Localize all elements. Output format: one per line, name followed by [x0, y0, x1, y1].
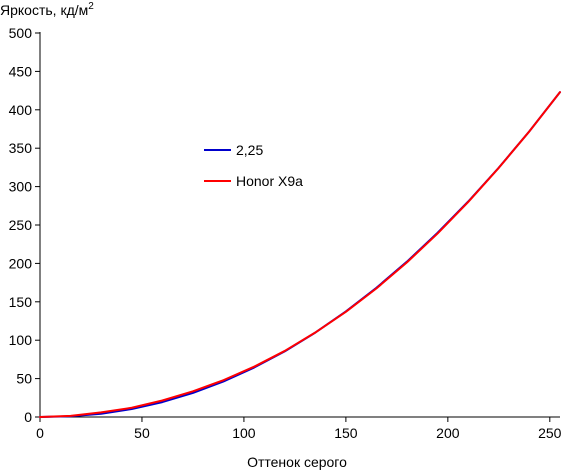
y-axis-title: Яркость, кд/м2: [0, 1, 94, 18]
series-line-1: [39, 91, 561, 418]
series-layer: [39, 91, 561, 418]
y-tick-label: 300: [9, 179, 33, 195]
x-tick-label: 100: [232, 425, 256, 441]
y-tick-label: 100: [9, 332, 33, 348]
y-tick-label: 350: [9, 140, 33, 156]
axes: [39, 32, 560, 418]
y-tick-label: 200: [9, 255, 33, 271]
y-tick-label: 50: [16, 371, 32, 387]
y-tick-label: 250: [9, 217, 33, 233]
y-axis-title-superscript: 2: [88, 1, 94, 12]
x-tick-label: 0: [36, 425, 44, 441]
y-axis-title-text: Яркость, кд/м: [0, 2, 88, 18]
x-axis-title: Оттенок серого: [247, 454, 347, 470]
legend: 2,25 Honor X9a: [204, 142, 303, 189]
y-tick-label: 150: [9, 294, 33, 310]
x-tick-label: 200: [436, 425, 460, 441]
x-tick-label: 50: [134, 425, 150, 441]
legend-label-2: Honor X9a: [236, 173, 303, 189]
x-tick-label: 250: [538, 425, 562, 441]
x-tick-label: 150: [334, 425, 358, 441]
y-tick-label: 450: [9, 63, 33, 79]
y-tick-label: 500: [9, 25, 33, 41]
y-tick-label: 0: [24, 409, 32, 425]
ticks: 0 50 100 150 200 250 300 350 400 450 500 0 50 100 150 2…: [9, 25, 562, 441]
y-tick-label: 400: [9, 102, 33, 118]
legend-label-1: 2,25: [236, 142, 263, 158]
series-line-2: [39, 91, 561, 418]
